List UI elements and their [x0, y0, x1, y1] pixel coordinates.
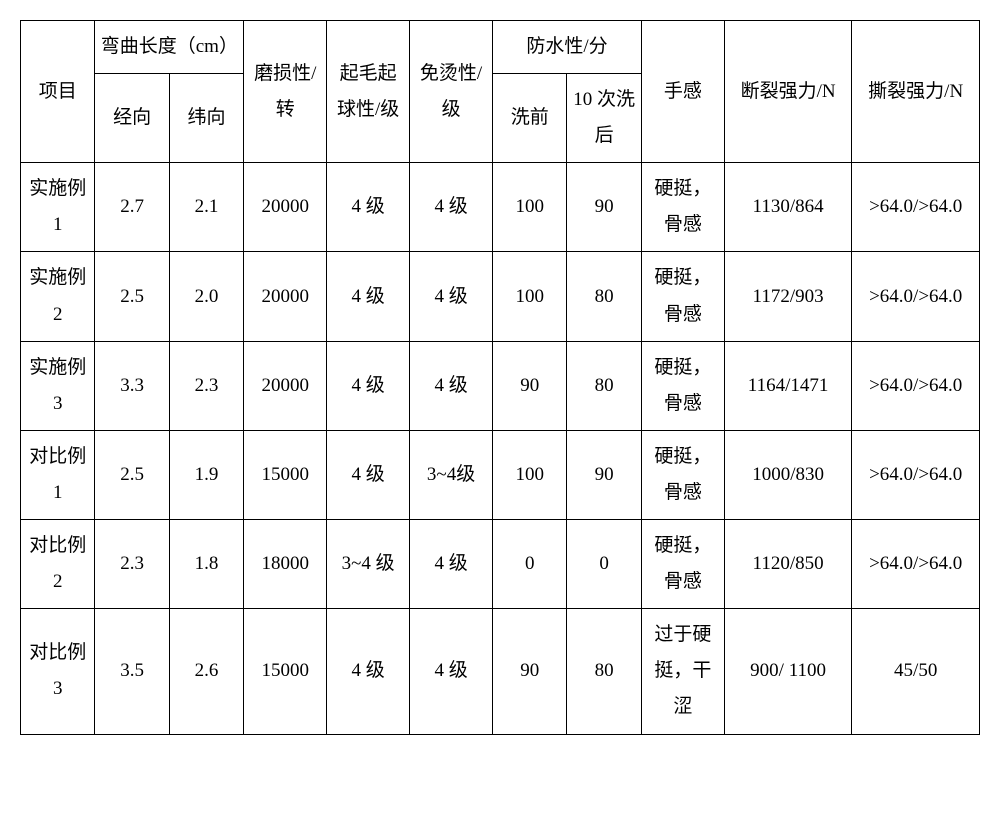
cell-jing: 2.3 — [95, 520, 169, 609]
table-row: 实施例 22.52.0200004 级4 级10080硬挺，骨感1172/903… — [21, 252, 980, 341]
cell-non-iron: 3~4级 — [410, 430, 493, 519]
table-row: 实施例 12.72.1200004 级4 级10090硬挺，骨感1130/864… — [21, 163, 980, 252]
cell-break: 1172/903 — [724, 252, 852, 341]
cell-abrasion: 20000 — [244, 163, 327, 252]
cell-pilling: 4 级 — [327, 163, 410, 252]
cell-tear: >64.0/>64.0 — [852, 163, 980, 252]
header-pilling: 起毛起球性/级 — [327, 21, 410, 163]
cell-abrasion: 18000 — [244, 520, 327, 609]
cell-tear: >64.0/>64.0 — [852, 341, 980, 430]
cell-break: 900/ 1100 — [724, 609, 852, 734]
cell-wp-after: 90 — [567, 430, 641, 519]
cell-wp-after: 90 — [567, 163, 641, 252]
header-wp-after: 10 次洗后 — [567, 74, 641, 163]
header-waterproof: 防水性/分 — [493, 21, 642, 74]
cell-pilling: 3~4 级 — [327, 520, 410, 609]
cell-wei: 2.6 — [169, 609, 243, 734]
cell-non-iron: 4 级 — [410, 252, 493, 341]
cell-wei: 2.3 — [169, 341, 243, 430]
cell-wei: 1.8 — [169, 520, 243, 609]
table-body: 实施例 12.72.1200004 级4 级10090硬挺，骨感1130/864… — [21, 163, 980, 734]
cell-hand-feel: 硬挺，骨感 — [641, 252, 724, 341]
header-row-1: 项目 弯曲长度（cm） 磨损性/转 起毛起球性/级 免烫性/级 防水性/分 手感… — [21, 21, 980, 74]
header-abrasion: 磨损性/转 — [244, 21, 327, 163]
cell-jing: 2.5 — [95, 252, 169, 341]
header-bend-length: 弯曲长度（cm） — [95, 21, 244, 74]
row-name: 对比例 2 — [21, 520, 95, 609]
cell-tear: 45/50 — [852, 609, 980, 734]
header-hand-feel: 手感 — [641, 21, 724, 163]
cell-tear: >64.0/>64.0 — [852, 252, 980, 341]
table-row: 实施例 33.32.3200004 级4 级9080硬挺，骨感1164/1471… — [21, 341, 980, 430]
cell-tear: >64.0/>64.0 — [852, 520, 980, 609]
cell-hand-feel: 硬挺，骨感 — [641, 430, 724, 519]
header-wp-before: 洗前 — [493, 74, 567, 163]
cell-hand-feel: 硬挺，骨感 — [641, 163, 724, 252]
table-row: 对比例 22.31.8180003~4 级4 级00硬挺，骨感1120/850>… — [21, 520, 980, 609]
cell-wei: 2.0 — [169, 252, 243, 341]
cell-jing: 2.7 — [95, 163, 169, 252]
cell-non-iron: 4 级 — [410, 609, 493, 734]
cell-jing: 3.3 — [95, 341, 169, 430]
cell-abrasion: 20000 — [244, 341, 327, 430]
cell-wp-after: 80 — [567, 252, 641, 341]
header-bend-jing: 经向 — [95, 74, 169, 163]
cell-pilling: 4 级 — [327, 341, 410, 430]
cell-wp-after: 80 — [567, 341, 641, 430]
row-name: 实施例 1 — [21, 163, 95, 252]
cell-jing: 3.5 — [95, 609, 169, 734]
cell-break: 1130/864 — [724, 163, 852, 252]
cell-abrasion: 15000 — [244, 430, 327, 519]
cell-abrasion: 15000 — [244, 609, 327, 734]
cell-non-iron: 4 级 — [410, 163, 493, 252]
row-name: 实施例 2 — [21, 252, 95, 341]
table-row: 对比例 12.51.9150004 级3~4级10090硬挺，骨感1000/83… — [21, 430, 980, 519]
cell-wp-after: 80 — [567, 609, 641, 734]
table-row: 对比例 33.52.6150004 级4 级9080过于硬挺，干涩900/ 11… — [21, 609, 980, 734]
cell-wp-before: 90 — [493, 609, 567, 734]
cell-wp-before: 0 — [493, 520, 567, 609]
cell-wp-after: 0 — [567, 520, 641, 609]
data-table: 项目 弯曲长度（cm） 磨损性/转 起毛起球性/级 免烫性/级 防水性/分 手感… — [20, 20, 980, 735]
cell-jing: 2.5 — [95, 430, 169, 519]
cell-break: 1164/1471 — [724, 341, 852, 430]
cell-wp-before: 100 — [493, 430, 567, 519]
cell-non-iron: 4 级 — [410, 520, 493, 609]
cell-break: 1000/830 — [724, 430, 852, 519]
header-tear-strength: 撕裂强力/N — [852, 21, 980, 163]
cell-wp-before: 90 — [493, 341, 567, 430]
cell-pilling: 4 级 — [327, 430, 410, 519]
cell-non-iron: 4 级 — [410, 341, 493, 430]
cell-hand-feel: 过于硬挺，干涩 — [641, 609, 724, 734]
cell-wei: 1.9 — [169, 430, 243, 519]
header-bend-wei: 纬向 — [169, 74, 243, 163]
cell-hand-feel: 硬挺，骨感 — [641, 341, 724, 430]
cell-break: 1120/850 — [724, 520, 852, 609]
cell-wei: 2.1 — [169, 163, 243, 252]
cell-wp-before: 100 — [493, 163, 567, 252]
header-non-iron: 免烫性/级 — [410, 21, 493, 163]
cell-abrasion: 20000 — [244, 252, 327, 341]
row-name: 对比例 3 — [21, 609, 95, 734]
cell-pilling: 4 级 — [327, 252, 410, 341]
cell-pilling: 4 级 — [327, 609, 410, 734]
cell-hand-feel: 硬挺，骨感 — [641, 520, 724, 609]
cell-tear: >64.0/>64.0 — [852, 430, 980, 519]
header-item: 项目 — [21, 21, 95, 163]
cell-wp-before: 100 — [493, 252, 567, 341]
header-break-strength: 断裂强力/N — [724, 21, 852, 163]
row-name: 对比例 1 — [21, 430, 95, 519]
row-name: 实施例 3 — [21, 341, 95, 430]
